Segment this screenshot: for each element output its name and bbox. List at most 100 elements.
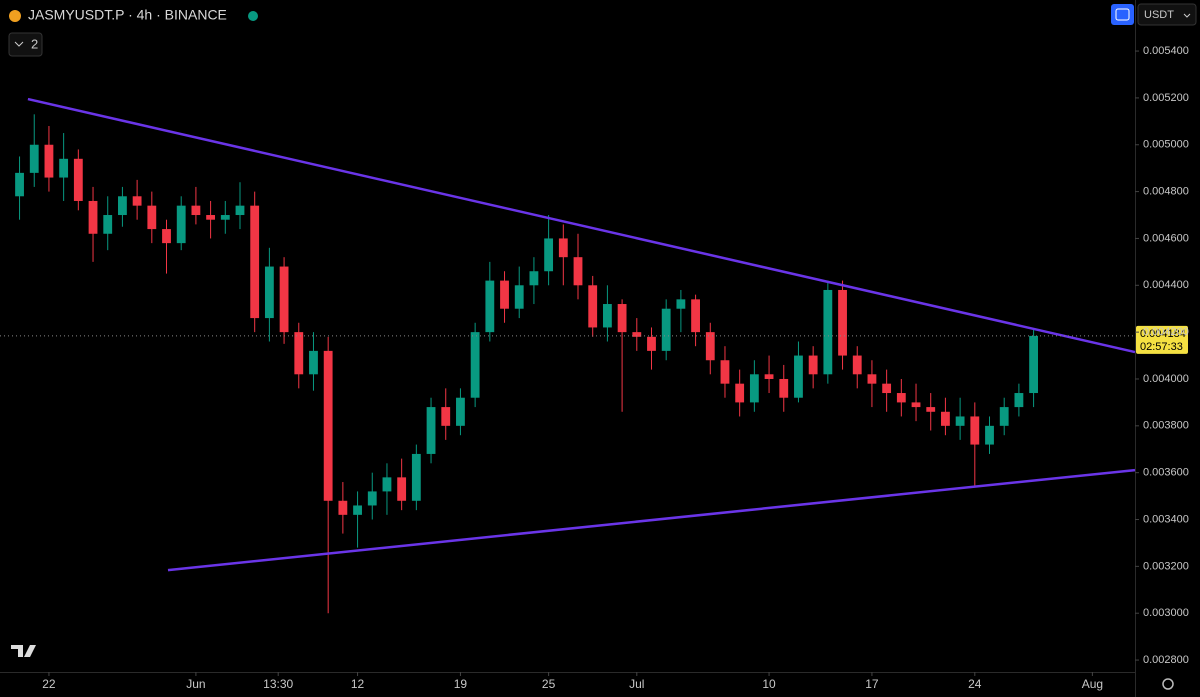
candle-body bbox=[191, 205, 201, 216]
x-tick-label: 24 bbox=[968, 677, 982, 691]
candle-body bbox=[911, 402, 921, 408]
candle-body bbox=[852, 355, 862, 375]
candle-body bbox=[838, 289, 847, 356]
candle-body bbox=[294, 332, 304, 375]
candle-body bbox=[926, 407, 936, 412]
candle-body bbox=[426, 407, 436, 454]
candle-body bbox=[500, 280, 509, 309]
candle-body bbox=[779, 378, 789, 398]
candle-body bbox=[176, 205, 186, 244]
candle-body bbox=[573, 257, 583, 286]
candle-body bbox=[367, 491, 377, 506]
x-tick-label: 19 bbox=[454, 677, 468, 691]
candle-body bbox=[147, 205, 157, 230]
y-tick-label: 0.003400 bbox=[1143, 513, 1189, 525]
y-tick-label: 0.004400 bbox=[1143, 279, 1189, 291]
candle-body bbox=[88, 200, 98, 234]
x-tick-label: 22 bbox=[42, 677, 56, 691]
indicator-toggle[interactable] bbox=[8, 32, 43, 57]
fit-icon bbox=[1115, 8, 1130, 21]
candle-body bbox=[118, 196, 127, 216]
candle-body bbox=[749, 374, 759, 403]
y-tick-label: 0.004800 bbox=[1143, 186, 1189, 198]
candle-body bbox=[15, 172, 24, 197]
candle-body bbox=[1014, 393, 1024, 408]
candle-body bbox=[397, 477, 407, 501]
candle-body bbox=[808, 355, 818, 375]
candle-body bbox=[441, 407, 451, 426]
candle-body bbox=[882, 383, 892, 394]
candle-body bbox=[250, 205, 260, 319]
candle-body bbox=[661, 308, 671, 351]
y-tick-label: 0.005200 bbox=[1143, 92, 1189, 104]
candle-body bbox=[970, 416, 980, 445]
settings-icon[interactable] bbox=[1162, 678, 1174, 690]
currency-button[interactable] bbox=[1137, 3, 1197, 26]
candle-body bbox=[867, 374, 877, 384]
candle-body bbox=[823, 289, 833, 375]
y-tick-label: 0.003000 bbox=[1143, 607, 1189, 619]
candle-body bbox=[764, 374, 774, 379]
x-tick-label: Jun bbox=[186, 677, 205, 691]
candle-body bbox=[485, 280, 495, 333]
candle-body bbox=[456, 397, 465, 426]
candle-body bbox=[720, 360, 730, 384]
candle-body bbox=[382, 477, 392, 492]
tv-logo[interactable] bbox=[11, 645, 36, 657]
candle-body bbox=[206, 215, 216, 220]
candle-body bbox=[647, 336, 656, 351]
candle-body bbox=[617, 304, 627, 333]
candle-body bbox=[985, 425, 994, 445]
candle-body bbox=[264, 266, 274, 319]
candle-body bbox=[411, 453, 421, 501]
y-tick-label: 0.003600 bbox=[1143, 467, 1189, 479]
candle-body bbox=[132, 196, 142, 206]
candle-body bbox=[235, 205, 245, 216]
candle-body bbox=[558, 238, 568, 258]
candle-body bbox=[896, 393, 906, 403]
candle-body bbox=[73, 158, 83, 201]
candle-body bbox=[529, 271, 539, 286]
market-status[interactable] bbox=[248, 11, 258, 21]
candle-body bbox=[955, 416, 965, 426]
candle-body bbox=[735, 383, 745, 403]
x-tick-label: 10 bbox=[762, 677, 776, 691]
chevron-icon bbox=[1183, 13, 1191, 18]
candle-body bbox=[323, 350, 333, 501]
candle-body bbox=[353, 505, 362, 515]
candle-body bbox=[220, 215, 230, 220]
candle-body bbox=[103, 215, 113, 234]
candle-body bbox=[59, 158, 69, 178]
last-price-box bbox=[1136, 325, 1188, 354]
last-price-label: 0.004184 bbox=[1140, 328, 1186, 340]
symbol-logo[interactable] bbox=[9, 10, 21, 22]
candle-body bbox=[691, 299, 700, 333]
countdown-label: 02:57:33 bbox=[1140, 341, 1183, 353]
candle-body bbox=[941, 411, 950, 426]
candle-body bbox=[338, 500, 348, 515]
y-tick-label: 0.003800 bbox=[1143, 420, 1189, 432]
y-tick-label: 0.004600 bbox=[1143, 232, 1189, 244]
candle-body bbox=[676, 299, 686, 309]
y-tick-label: 0.005400 bbox=[1143, 45, 1189, 57]
indicator-count[interactable]: 2 bbox=[31, 36, 38, 51]
x-tick-label: 17 bbox=[865, 677, 879, 691]
candle-body bbox=[1029, 335, 1039, 394]
candle-body bbox=[514, 285, 524, 309]
candle-body bbox=[29, 144, 39, 173]
currency-label[interactable]: USDT bbox=[1144, 9, 1174, 21]
trendline bbox=[167, 468, 1136, 572]
candle-body bbox=[999, 407, 1009, 426]
x-tick-label: Aug bbox=[1082, 677, 1103, 691]
y-tick-label: 0.004200 bbox=[1143, 326, 1189, 338]
candle-body bbox=[705, 332, 715, 361]
fit-button[interactable] bbox=[1111, 4, 1134, 25]
candle-body bbox=[309, 350, 318, 375]
symbol-title[interactable]: JASMYUSDT.P · 4h · BINANCE bbox=[28, 7, 227, 23]
y-tick-label: 0.002800 bbox=[1143, 654, 1189, 666]
candle-body bbox=[588, 285, 598, 328]
candle-body bbox=[44, 144, 54, 178]
chevron-icon bbox=[14, 41, 24, 47]
